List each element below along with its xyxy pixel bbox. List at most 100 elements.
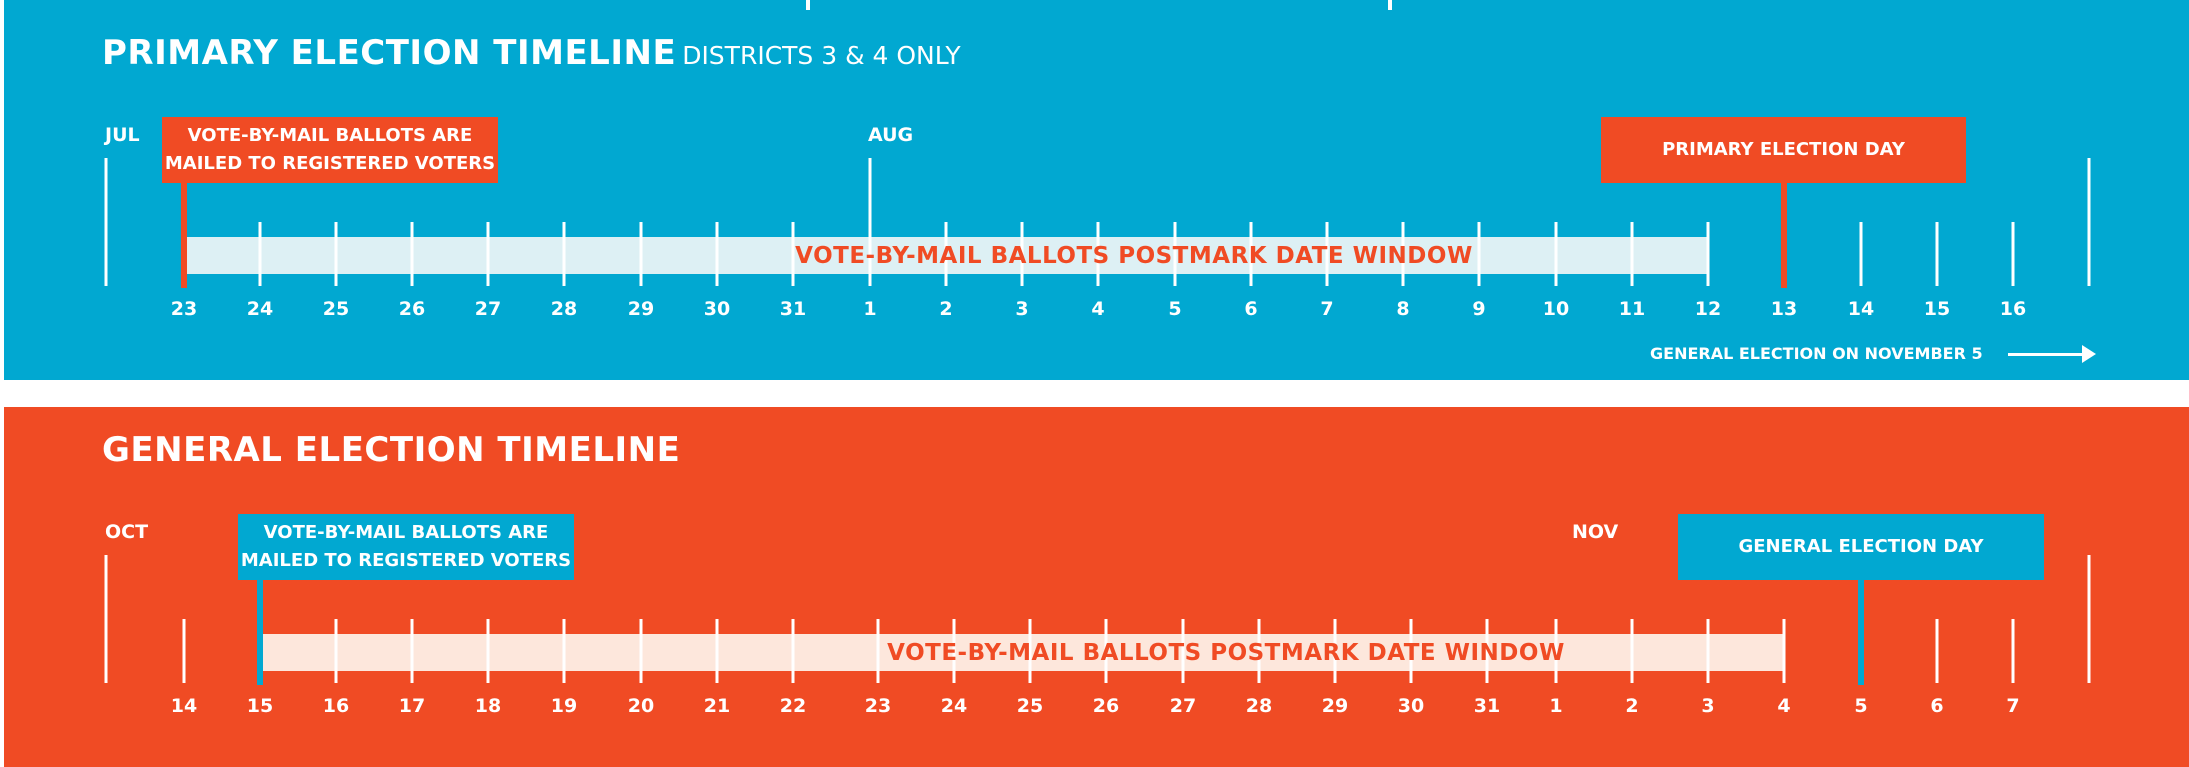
day-tick	[1333, 619, 1337, 683]
mail-callout-line2: MAILED TO REGISTERED VOTERS	[164, 153, 496, 174]
postmark-window-label: VOTE-BY-MAIL BALLOTS POSTMARK DATE WINDO…	[795, 243, 1473, 269]
day-tick	[876, 619, 880, 683]
primary-panel-title: PRIMARY ELECTION TIMELINE DISTRICTS 3 & 4…	[102, 33, 961, 73]
day-tick-label: 23	[864, 695, 892, 717]
primary-election-day-label: PRIMARY ELECTION DAY	[1662, 139, 1905, 160]
day-tick-label: 27	[474, 298, 502, 320]
day-tick	[715, 619, 719, 683]
day-tick	[258, 222, 262, 286]
day-tick-label: 24	[246, 298, 274, 320]
general-timeline: OCT NOV 14 15 16 17 18 19 20 21 22 23 24 25 26 27 28 29…	[4, 397, 2189, 757]
day-tick-label: 14	[170, 695, 198, 717]
timeline-end-line	[2087, 158, 2091, 286]
month-label-nov: NOV	[1572, 521, 1619, 543]
day-tick-label: 3	[1015, 298, 1029, 320]
day-tick-label: 30	[703, 298, 731, 320]
day-tick	[1935, 619, 1939, 683]
day-tick	[952, 619, 956, 683]
day-tick-label: 5	[1854, 695, 1868, 717]
day-tick-label: 31	[779, 298, 807, 320]
day-tick	[1257, 619, 1261, 683]
mail-callout-line1: VOTE-BY-MAIL BALLOTS ARE	[187, 125, 473, 146]
day-tick	[1096, 222, 1100, 286]
month-label-jul: JUL	[105, 124, 140, 146]
top-divider-notch	[806, 0, 810, 10]
mail-ballots-callout: VOTE-BY-MAIL BALLOTS ARE MAILED TO REGIS…	[238, 514, 574, 580]
day-tick	[1554, 222, 1558, 286]
day-tick-label: 31	[1473, 695, 1501, 717]
day-tick	[1630, 619, 1634, 683]
day-tick-label: 14	[1847, 298, 1875, 320]
day-tick-label: 6	[1930, 695, 1944, 717]
month-label-aug: AUG	[868, 124, 914, 146]
day-tick-label: 20	[627, 695, 655, 717]
day-tick	[868, 222, 872, 286]
day-tick-label: 26	[1092, 695, 1120, 717]
day-tick-label: 1	[1549, 695, 1563, 717]
general-election-day-label: GENERAL ELECTION DAY	[1738, 536, 1984, 557]
day-tick	[1935, 222, 1939, 286]
day-tick-label: 15	[1923, 298, 1951, 320]
primary-election-panel: PRIMARY ELECTION TIMELINE DISTRICTS 3 & 4…	[4, 0, 2189, 380]
day-tick	[2011, 619, 2015, 683]
primary-subtitle: DISTRICTS 3 & 4 ONLY	[682, 41, 961, 70]
day-tick	[562, 222, 566, 286]
day-tick	[1706, 222, 1710, 286]
day-tick	[1325, 222, 1329, 286]
day-tick-label: 30	[1397, 695, 1425, 717]
day-tick	[410, 222, 414, 286]
day-tick-label: 29	[1321, 695, 1349, 717]
day-tick-label: 25	[322, 298, 350, 320]
day-tick	[1485, 619, 1489, 683]
day-tick	[486, 222, 490, 286]
day-tick-label: 2	[1625, 695, 1639, 717]
day-tick-label: 4	[1091, 298, 1105, 320]
day-tick	[1173, 222, 1177, 286]
day-tick	[1782, 619, 1786, 683]
day-tick-label: 21	[703, 695, 731, 717]
primary-timeline: JUL AUG 23 24 25 26 27 28 29 30 31 1 2 3 4 5 6 7 8 9 10 11 1…	[4, 0, 2189, 363]
day-tick-label: 13	[1770, 298, 1798, 320]
day-tick-label: 25	[1016, 695, 1044, 717]
general-election-panel: GENERAL ELECTION TIMELINE OCT NOV 14 15 16…	[4, 407, 2189, 767]
timeline-start-line	[104, 158, 108, 286]
general-election-note: GENERAL ELECTION ON NOVEMBER 5	[1650, 344, 1983, 363]
general-election-day-callout: GENERAL ELECTION DAY	[1678, 514, 2044, 580]
day-tick	[334, 619, 338, 683]
primary-election-day-marker	[1781, 182, 1787, 288]
day-tick	[182, 619, 186, 683]
day-tick-label: 7	[2006, 695, 2020, 717]
top-divider-notch	[1388, 0, 1392, 10]
day-tick-label: 12	[1694, 298, 1722, 320]
arrow-head-icon	[2082, 345, 2096, 363]
day-tick-label: 16	[322, 695, 350, 717]
day-tick-label: 11	[1618, 298, 1646, 320]
day-tick-label: 17	[398, 695, 426, 717]
day-tick	[1477, 222, 1481, 286]
day-tick-label: 19	[550, 695, 578, 717]
day-tick	[1249, 222, 1253, 286]
day-tick-label: 28	[550, 298, 578, 320]
day-tick	[1401, 222, 1405, 286]
postmark-window-label: VOTE-BY-MAIL BALLOTS POSTMARK DATE WINDO…	[887, 640, 1565, 666]
day-tick	[410, 619, 414, 683]
day-tick-label: 18	[474, 695, 502, 717]
day-tick-label: 27	[1169, 695, 1197, 717]
day-tick	[334, 222, 338, 286]
day-tick	[791, 619, 795, 683]
day-tick	[1104, 619, 1108, 683]
mail-callout-line1: VOTE-BY-MAIL BALLOTS ARE	[263, 522, 549, 543]
day-tick-label: 1	[863, 298, 877, 320]
primary-title-text: PRIMARY ELECTION TIMELINE	[102, 33, 677, 73]
mail-date-marker	[181, 182, 187, 288]
postmark-window-bar	[260, 634, 1785, 671]
day-tick-label: 6	[1244, 298, 1258, 320]
general-title-text: GENERAL ELECTION TIMELINE	[102, 430, 681, 470]
day-tick-label: 8	[1396, 298, 1410, 320]
mail-callout-line2: MAILED TO REGISTERED VOTERS	[240, 550, 572, 571]
day-tick-label: 26	[398, 298, 426, 320]
day-tick	[1028, 619, 1032, 683]
day-tick	[639, 619, 643, 683]
arrow-right-icon	[2008, 353, 2088, 356]
timeline-start-line	[104, 555, 108, 683]
